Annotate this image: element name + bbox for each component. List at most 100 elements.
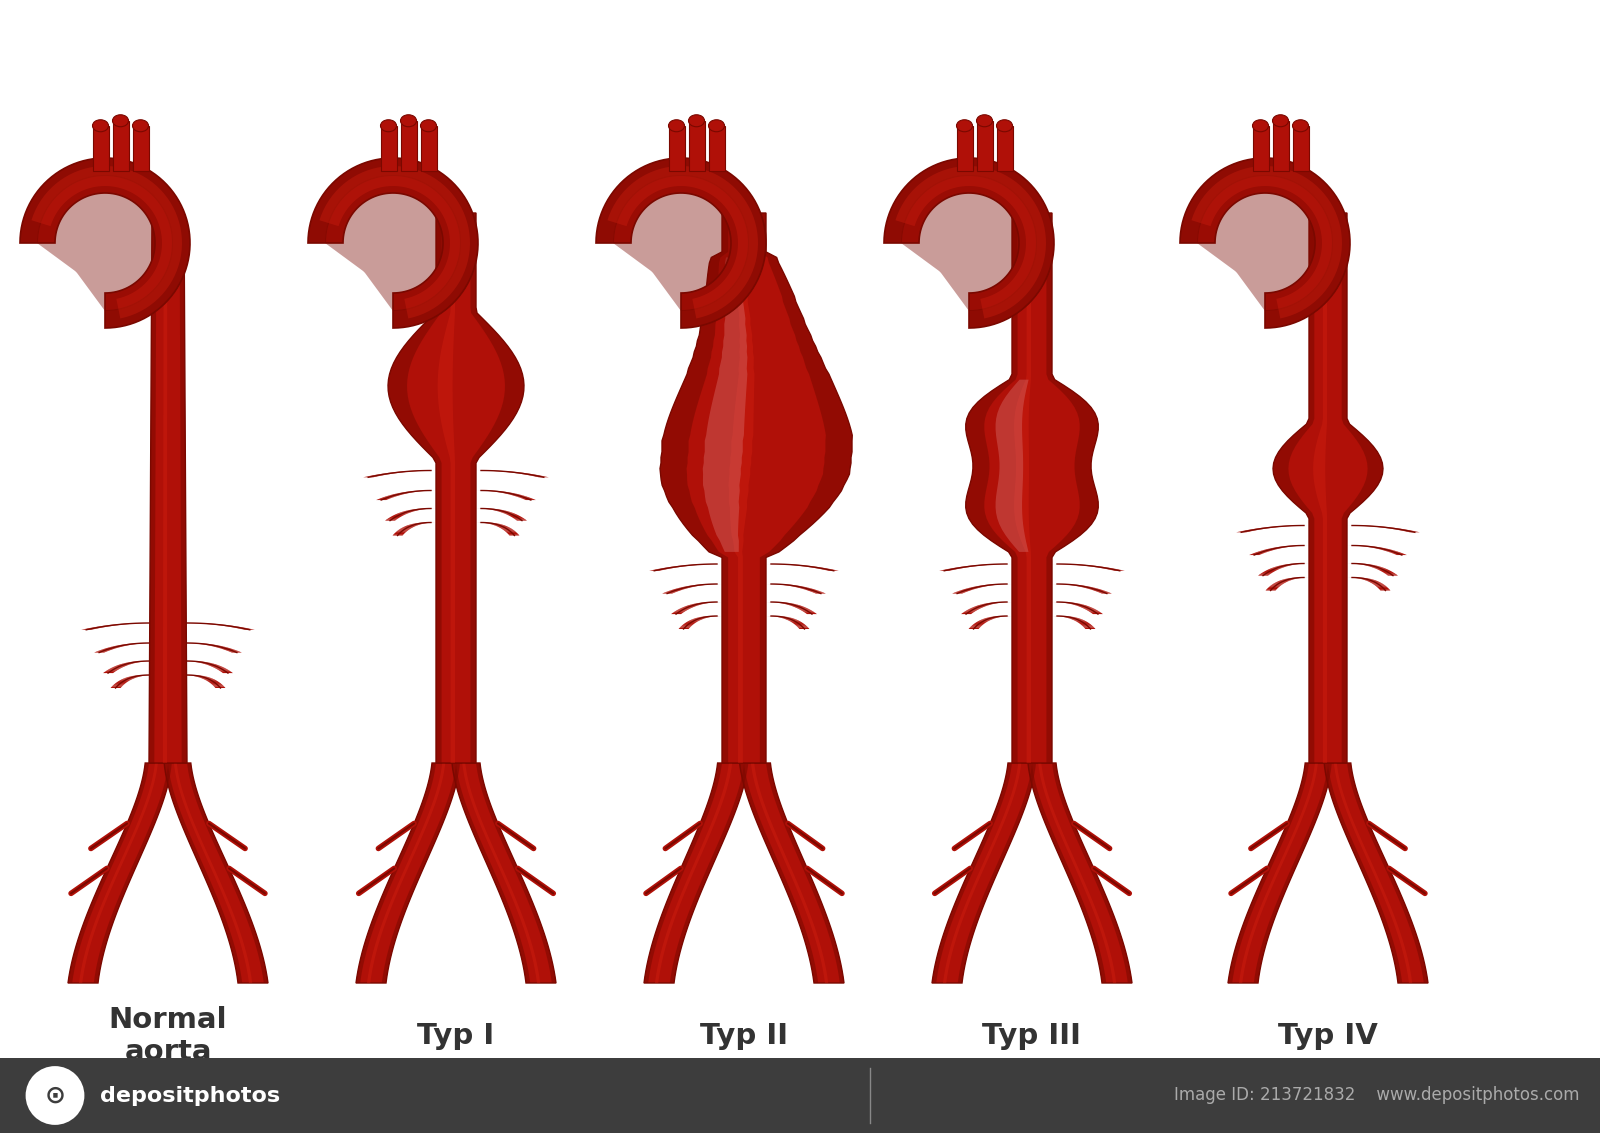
Polygon shape bbox=[219, 671, 232, 672]
Polygon shape bbox=[803, 612, 816, 613]
Polygon shape bbox=[67, 763, 171, 983]
Polygon shape bbox=[963, 612, 974, 613]
Polygon shape bbox=[387, 518, 398, 519]
Polygon shape bbox=[931, 763, 1037, 983]
Polygon shape bbox=[962, 613, 973, 614]
Polygon shape bbox=[661, 213, 853, 763]
Polygon shape bbox=[1314, 213, 1326, 763]
Polygon shape bbox=[1272, 121, 1288, 171]
Polygon shape bbox=[976, 121, 992, 171]
Polygon shape bbox=[187, 763, 269, 983]
Polygon shape bbox=[1325, 763, 1402, 983]
Polygon shape bbox=[470, 213, 523, 763]
Polygon shape bbox=[702, 257, 747, 552]
Ellipse shape bbox=[688, 114, 704, 127]
Polygon shape bbox=[1046, 213, 1098, 763]
Polygon shape bbox=[395, 531, 406, 533]
Polygon shape bbox=[421, 126, 437, 171]
Ellipse shape bbox=[709, 120, 725, 131]
Polygon shape bbox=[1254, 763, 1331, 983]
Ellipse shape bbox=[93, 120, 109, 131]
Ellipse shape bbox=[112, 114, 128, 127]
Text: Typ IV: Typ IV bbox=[1278, 1022, 1378, 1050]
Polygon shape bbox=[931, 763, 1011, 983]
Polygon shape bbox=[1053, 763, 1133, 983]
Polygon shape bbox=[595, 157, 766, 327]
Polygon shape bbox=[1379, 589, 1390, 590]
Polygon shape bbox=[37, 174, 173, 310]
Polygon shape bbox=[389, 213, 523, 763]
Polygon shape bbox=[400, 121, 416, 171]
Ellipse shape bbox=[1253, 120, 1269, 131]
Polygon shape bbox=[709, 126, 725, 171]
Polygon shape bbox=[320, 167, 470, 318]
Polygon shape bbox=[1181, 157, 1350, 327]
Polygon shape bbox=[453, 763, 557, 983]
Polygon shape bbox=[1342, 213, 1382, 763]
Polygon shape bbox=[133, 126, 149, 171]
Polygon shape bbox=[506, 531, 517, 533]
Polygon shape bbox=[1038, 763, 1117, 983]
Polygon shape bbox=[795, 625, 806, 627]
Polygon shape bbox=[896, 167, 1046, 318]
Ellipse shape bbox=[997, 120, 1013, 131]
Polygon shape bbox=[739, 763, 818, 983]
Polygon shape bbox=[883, 157, 1054, 327]
Polygon shape bbox=[381, 126, 397, 171]
Polygon shape bbox=[1090, 612, 1101, 613]
Polygon shape bbox=[654, 763, 733, 983]
Polygon shape bbox=[1267, 587, 1280, 588]
Polygon shape bbox=[1386, 574, 1398, 576]
Polygon shape bbox=[1192, 167, 1342, 318]
Polygon shape bbox=[688, 121, 704, 171]
Ellipse shape bbox=[381, 120, 397, 131]
Polygon shape bbox=[104, 671, 117, 672]
Polygon shape bbox=[307, 157, 478, 327]
Polygon shape bbox=[514, 518, 525, 519]
Polygon shape bbox=[1376, 587, 1389, 588]
Polygon shape bbox=[214, 687, 226, 688]
Polygon shape bbox=[149, 213, 157, 763]
Polygon shape bbox=[1091, 613, 1102, 614]
Polygon shape bbox=[438, 213, 454, 763]
Text: Image ID: 213721832    www.depositphotos.com: Image ID: 213721832 www.depositphotos.co… bbox=[1174, 1087, 1581, 1105]
Ellipse shape bbox=[1272, 114, 1288, 127]
Polygon shape bbox=[595, 157, 766, 327]
Polygon shape bbox=[901, 174, 1037, 310]
Polygon shape bbox=[1229, 763, 1331, 983]
Polygon shape bbox=[1027, 763, 1133, 983]
Polygon shape bbox=[165, 763, 242, 983]
Polygon shape bbox=[382, 763, 461, 983]
Polygon shape bbox=[680, 627, 691, 628]
Polygon shape bbox=[942, 763, 1021, 983]
Ellipse shape bbox=[1293, 120, 1309, 131]
Polygon shape bbox=[94, 763, 171, 983]
Polygon shape bbox=[750, 763, 829, 983]
Polygon shape bbox=[970, 627, 981, 628]
Polygon shape bbox=[1267, 588, 1278, 589]
Polygon shape bbox=[1334, 763, 1413, 983]
Polygon shape bbox=[1259, 573, 1272, 574]
Polygon shape bbox=[165, 763, 269, 983]
Polygon shape bbox=[968, 628, 979, 629]
Polygon shape bbox=[114, 684, 125, 685]
Polygon shape bbox=[1181, 157, 1350, 327]
Polygon shape bbox=[453, 763, 530, 983]
Polygon shape bbox=[355, 763, 435, 983]
Polygon shape bbox=[1253, 126, 1269, 171]
Text: depositphotos: depositphotos bbox=[99, 1085, 280, 1106]
Text: Typ III: Typ III bbox=[982, 1022, 1082, 1050]
Polygon shape bbox=[1229, 763, 1309, 983]
Polygon shape bbox=[1197, 174, 1333, 310]
Polygon shape bbox=[805, 613, 818, 614]
Ellipse shape bbox=[957, 120, 973, 131]
Polygon shape bbox=[102, 672, 115, 673]
Polygon shape bbox=[1274, 213, 1314, 763]
Polygon shape bbox=[643, 763, 722, 983]
Polygon shape bbox=[661, 213, 728, 763]
Polygon shape bbox=[1378, 588, 1389, 589]
Polygon shape bbox=[366, 763, 445, 983]
Polygon shape bbox=[1082, 625, 1093, 627]
Polygon shape bbox=[1083, 627, 1094, 628]
Polygon shape bbox=[462, 763, 541, 983]
